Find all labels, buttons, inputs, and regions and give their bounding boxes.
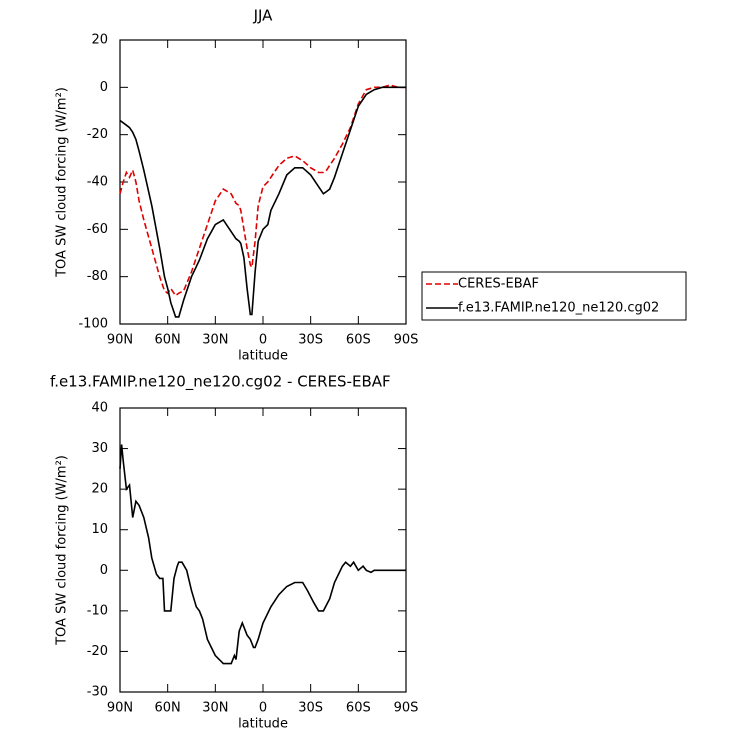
x-tick-label: 90N (107, 333, 133, 348)
y-tick-label: -80 (87, 269, 108, 284)
x-tick-label: 30S (298, 333, 323, 348)
legend-box (421, 271, 687, 321)
x-axis-label: latitude (238, 717, 288, 732)
y-tick-label: -40 (87, 175, 108, 190)
y-axis-label: TOA SW cloud forcing (W/m²) (55, 455, 70, 646)
x-tick-label: 90S (394, 333, 419, 348)
y-tick-label: -20 (87, 644, 108, 659)
chart-title: f.e13.FAMIP.ne120_ne120.cg02 - CERES-EBA… (50, 373, 391, 392)
x-tick-label: 60S (346, 701, 371, 716)
y-tick-label: -30 (87, 685, 108, 700)
x-tick-label: 30N (202, 333, 228, 348)
y-tick-label: -10 (87, 603, 108, 618)
x-tick-label: 90N (107, 701, 133, 716)
plot-frame (119, 407, 407, 693)
plot-frame (119, 39, 407, 325)
x-tick-label: 0 (259, 701, 267, 716)
y-tick-label: -100 (78, 317, 108, 332)
y-tick-label: -60 (87, 222, 108, 237)
x-axis-label: latitude (238, 349, 288, 364)
y-tick-label: 0 (100, 80, 108, 95)
y-tick-label: 20 (91, 33, 108, 48)
x-tick-label: 90S (394, 701, 419, 716)
y-tick-label: 0 (100, 563, 108, 578)
x-tick-label: 30S (298, 701, 323, 716)
data-line (119, 444, 406, 665)
y-tick-label: 40 (91, 401, 108, 416)
data-line (119, 84, 406, 297)
data-line (119, 86, 406, 318)
chart-title: JJA (253, 7, 274, 25)
y-tick-label: 30 (91, 441, 108, 456)
x-tick-label: 60N (155, 333, 181, 348)
x-tick-label: 60N (155, 701, 181, 716)
x-tick-label: 60S (346, 333, 371, 348)
legend-label: CERES-EBAF (458, 277, 539, 292)
y-tick-label: 20 (91, 482, 108, 497)
y-axis-label: TOA SW cloud forcing (W/m²) (55, 87, 70, 278)
y-tick-label: -20 (87, 127, 108, 142)
x-tick-label: 0 (259, 333, 267, 348)
x-tick-label: 30N (202, 701, 228, 716)
y-tick-label: 10 (91, 522, 108, 537)
legend-label: f.e13.FAMIP.ne120_ne120.cg02 (458, 301, 659, 316)
